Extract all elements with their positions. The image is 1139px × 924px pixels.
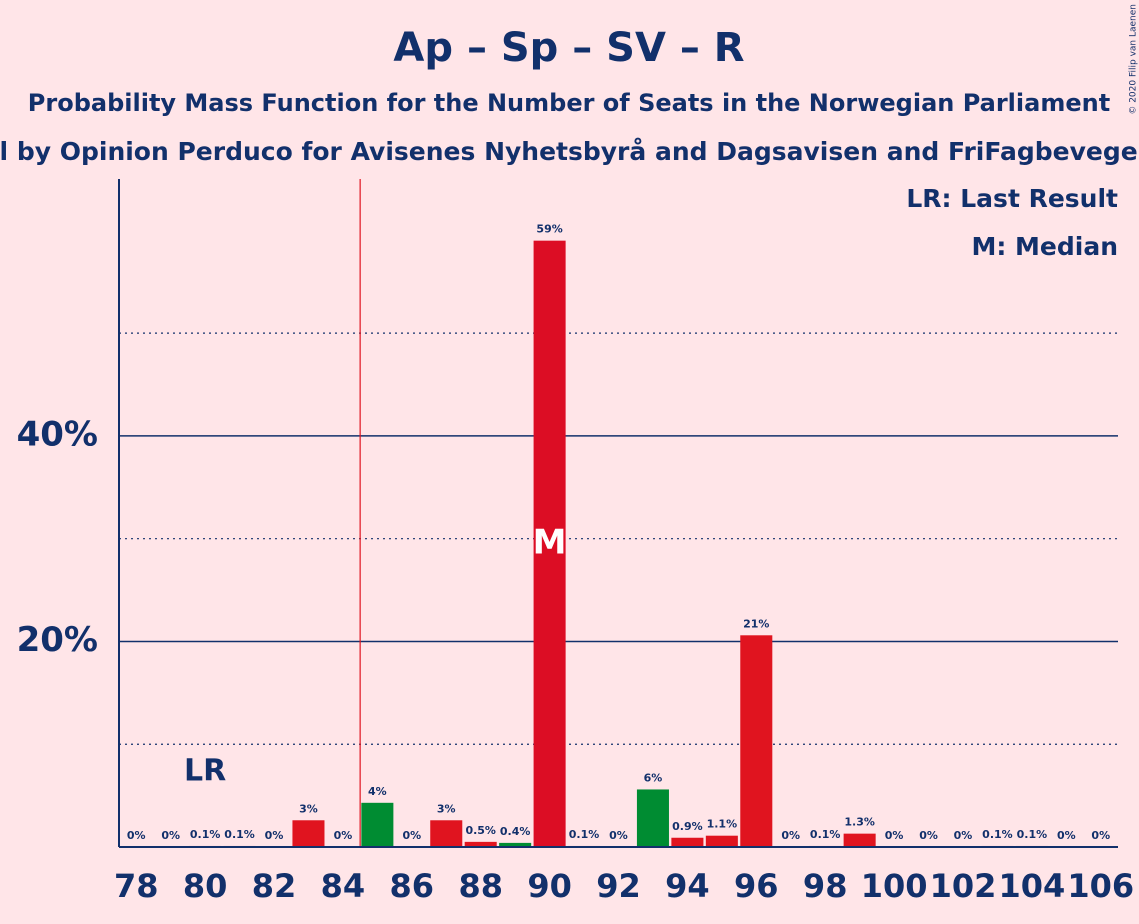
bar [499,842,532,847]
x-tick-label: 90 [527,867,572,905]
value-label: 0.1% [982,828,1013,841]
value-label: 1.1% [707,818,738,831]
value-label: 0% [885,829,904,842]
value-label: 0% [161,829,180,842]
legend-entry: LR: Last Result [906,184,1118,213]
value-label: 59% [536,223,562,236]
x-tick-label: 104 [998,867,1065,905]
value-label: 1.3% [844,816,875,829]
last-result-label: LR [184,754,226,789]
x-tick-label: 80 [183,867,228,905]
bar [430,820,463,847]
value-label: 0% [609,829,628,842]
value-label: 3% [437,802,456,815]
bar [464,841,497,847]
x-tick-label: 106 [1067,867,1134,905]
value-label: 0.1% [569,828,600,841]
value-label: 0% [954,829,973,842]
x-tick-label: 88 [458,867,503,905]
bar [292,820,325,847]
value-label: 4% [368,785,387,798]
y-tick-label: 40% [17,414,98,454]
x-tick-label: 100 [861,867,928,905]
value-label: 0% [919,829,938,842]
x-tick-label: 94 [665,867,710,905]
x-tick-label: 96 [734,867,779,905]
copyright: © 2020 Filip van Laenen [1129,4,1139,115]
value-label: 0.1% [224,828,255,841]
median-marker: M [533,522,567,562]
x-tick-label: 92 [596,867,641,905]
value-label: 0.5% [465,824,496,837]
legend-entry: M: Median [971,232,1118,261]
chart-title: Ap – Sp – SV – R [393,25,744,71]
bar [671,837,704,847]
bar [740,635,773,847]
value-label: 3% [299,802,318,815]
value-label: 0.4% [500,825,531,838]
value-label: 0.9% [672,820,703,833]
value-label: 0% [1091,829,1110,842]
value-label: 0% [127,829,146,842]
bar [533,240,566,847]
value-label: 0.1% [190,828,221,841]
value-label: 0% [781,829,800,842]
x-tick-label: 98 [803,867,848,905]
chart-subtitle: on Poll by Opinion Perduco for Avisenes … [0,137,1139,166]
bar [843,833,876,847]
value-label: 0% [334,829,353,842]
value-label: 0% [1057,829,1076,842]
x-tick-label: 86 [390,867,435,905]
x-tick-label: 84 [321,867,366,905]
value-label: 0.1% [810,828,841,841]
x-tick-label: 78 [114,867,159,905]
value-label: 6% [644,771,663,784]
value-label: 0% [265,829,284,842]
chart-subtitle: Probability Mass Function for the Number… [28,89,1110,117]
bar [636,789,669,847]
bar [361,802,394,847]
value-label: 0.1% [1017,828,1048,841]
value-label: 0% [402,829,421,842]
y-tick-label: 20% [17,620,98,660]
value-label: 21% [743,617,769,630]
x-tick-label: 82 [252,867,297,905]
bar [705,835,738,847]
x-tick-label: 102 [930,867,997,905]
